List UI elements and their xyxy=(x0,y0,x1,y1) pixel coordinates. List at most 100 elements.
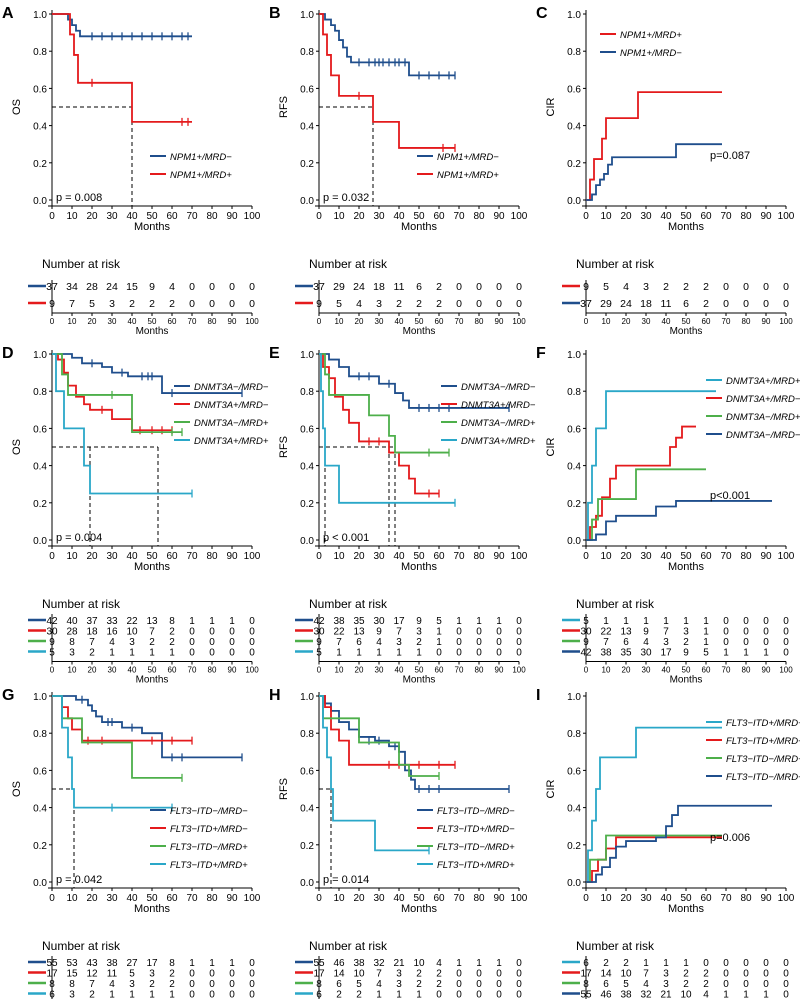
x-tick-label: 100 xyxy=(778,211,795,222)
x-tick-label: 60 xyxy=(166,893,178,904)
risk-value: 10 xyxy=(126,627,138,638)
series-line-2 xyxy=(319,353,449,454)
series-line-0 xyxy=(52,353,242,394)
legend-label: DNMT3A−/MRD+ xyxy=(194,418,269,429)
x-tick-label: 100 xyxy=(511,551,528,562)
x-tick-label: 90 xyxy=(226,893,238,904)
risk-value: 5 xyxy=(603,281,609,293)
risk-value: 2 xyxy=(396,298,402,310)
risk-value: 1 xyxy=(456,958,462,969)
risk-value: 10 xyxy=(353,969,365,980)
risk-value: 3 xyxy=(663,979,669,990)
risk-x-tick-label: 90 xyxy=(228,317,237,326)
risk-value: 24 xyxy=(106,281,118,293)
risk-value: 3 xyxy=(129,637,135,648)
x-tick-label: 50 xyxy=(680,893,692,904)
risk-value: 0 xyxy=(209,990,215,999)
risk-value: 29 xyxy=(600,298,612,310)
risk-value: 0 xyxy=(249,969,255,980)
y-tick-label: 0.2 xyxy=(300,159,314,170)
risk-value: 0 xyxy=(476,627,482,638)
panel-letter: C xyxy=(536,5,548,22)
risk-value: 0 xyxy=(516,627,522,638)
risk-x-tick-label: 40 xyxy=(128,317,137,326)
x-tick-label: 100 xyxy=(511,893,528,904)
risk-x-tick-label: 60 xyxy=(435,666,444,675)
risk-value: 5 xyxy=(436,616,442,627)
risk-value: 0 xyxy=(209,281,215,293)
risk-value: 18 xyxy=(640,298,652,310)
risk-value: 5 xyxy=(623,979,629,990)
x-tick-label: 30 xyxy=(373,551,385,562)
x-axis-label: Months xyxy=(668,221,705,233)
risk-value: 1 xyxy=(209,958,215,969)
risk-value: 0 xyxy=(743,298,749,310)
y-tick-label: 0.4 xyxy=(567,804,581,815)
y-tick-label: 1.0 xyxy=(33,10,47,21)
legend-label: FLT3−ITD+/MRD+ xyxy=(170,860,248,871)
risk-value: 4 xyxy=(376,979,382,990)
series-line-1 xyxy=(319,13,455,149)
x-tick-label: 100 xyxy=(778,893,795,904)
risk-value: 6 xyxy=(336,979,342,990)
risk-value: 13 xyxy=(146,616,158,627)
risk-x-tick-label: 60 xyxy=(702,317,711,326)
risk-value: 0 xyxy=(209,637,215,648)
x-tick-label: 90 xyxy=(760,551,772,562)
risk-value: 2 xyxy=(436,281,442,293)
risk-x-tick-label: 10 xyxy=(335,666,344,675)
risk-value: 0 xyxy=(229,637,235,648)
risk-value: 0 xyxy=(516,616,522,627)
series-line-3 xyxy=(319,353,455,504)
y-axis-label: OS xyxy=(11,99,23,115)
legend-label: NPM1+/MRD+ xyxy=(170,170,232,181)
y-tick-label: 0.8 xyxy=(567,47,581,58)
x-tick-label: 70 xyxy=(186,893,198,904)
x-axis-label: Months xyxy=(401,561,438,573)
series-line-3 xyxy=(319,695,429,852)
x-tick-label: 80 xyxy=(206,211,218,222)
risk-value: 1 xyxy=(416,990,422,999)
risk-value: 0 xyxy=(516,637,522,648)
panel-letter: B xyxy=(269,5,281,22)
x-axis-label: Months xyxy=(401,221,438,233)
risk-x-tick-label: 40 xyxy=(128,666,137,675)
risk-value: 0 xyxy=(456,298,462,310)
y-tick-label: 0.2 xyxy=(567,159,581,170)
risk-value: 7 xyxy=(376,969,382,980)
risk-value: 0 xyxy=(189,979,195,990)
risk-x-tick-label: 50 xyxy=(415,666,424,675)
risk-value: 0 xyxy=(209,648,215,659)
risk-value: 0 xyxy=(189,627,195,638)
risk-value: 0 xyxy=(763,298,769,310)
risk-x-tick-label: 100 xyxy=(779,666,793,675)
y-tick-label: 0.6 xyxy=(567,84,581,95)
risk-x-tick-label: 70 xyxy=(188,317,197,326)
risk-value: 3 xyxy=(149,969,155,980)
risk-x-tick-label: 0 xyxy=(50,317,55,326)
risk-value: 55 xyxy=(46,958,58,969)
risk-x-tick-label: 100 xyxy=(512,666,526,675)
x-tick-label: 80 xyxy=(473,551,485,562)
series-line-1 xyxy=(319,353,439,495)
x-tick-label: 40 xyxy=(660,211,672,222)
series-line-0 xyxy=(319,353,509,409)
legend-label: DNMT3A+/MRD+ xyxy=(726,376,800,387)
risk-value: 0 xyxy=(723,637,729,648)
risk-value: 1 xyxy=(763,990,769,999)
legend-label: DNMT3A−/MRD+ xyxy=(461,418,536,429)
risk-value: 0 xyxy=(249,648,255,659)
x-tick-label: 70 xyxy=(453,211,465,222)
x-tick-label: 30 xyxy=(640,893,652,904)
risk-value: 18 xyxy=(86,627,98,638)
y-tick-label: 0.4 xyxy=(567,462,581,473)
legend-label: DNMT3A+/MRD+ xyxy=(194,436,269,447)
risk-value: 0 xyxy=(496,637,502,648)
series-line-1 xyxy=(586,143,722,201)
risk-value: 18 xyxy=(373,281,385,293)
risk-value: 8 xyxy=(69,637,75,648)
risk-value: 38 xyxy=(620,990,632,999)
risk-value: 1 xyxy=(496,958,502,969)
